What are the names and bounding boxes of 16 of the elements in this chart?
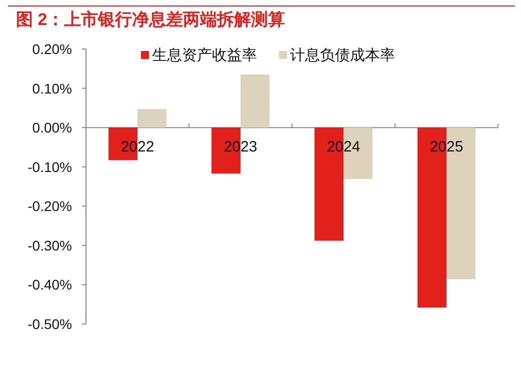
y-tick-label: -0.20% — [28, 198, 72, 214]
legend-label: 生息资产收益率 — [152, 47, 257, 64]
y-tick-label: -0.10% — [28, 158, 72, 175]
x-tick-label: 2022 — [120, 138, 154, 156]
y-tick-label: -0.50% — [28, 316, 72, 332]
y-tick-label: -0.30% — [28, 237, 72, 254]
bar — [240, 74, 270, 128]
y-tick-label: -0.40% — [28, 276, 72, 293]
y-tick-label: 0.20% — [32, 41, 72, 57]
chart-title: 图 2：上市银行净息差两端拆解测算 — [16, 10, 286, 29]
y-tick-label: 0.10% — [32, 80, 72, 96]
x-tick-label: 2023 — [224, 138, 258, 156]
y-tick-label: 0.00% — [32, 120, 72, 136]
bar — [138, 109, 166, 128]
x-tick-label: 2025 — [430, 138, 464, 156]
legend-label: 计息负债成本率 — [290, 47, 395, 64]
